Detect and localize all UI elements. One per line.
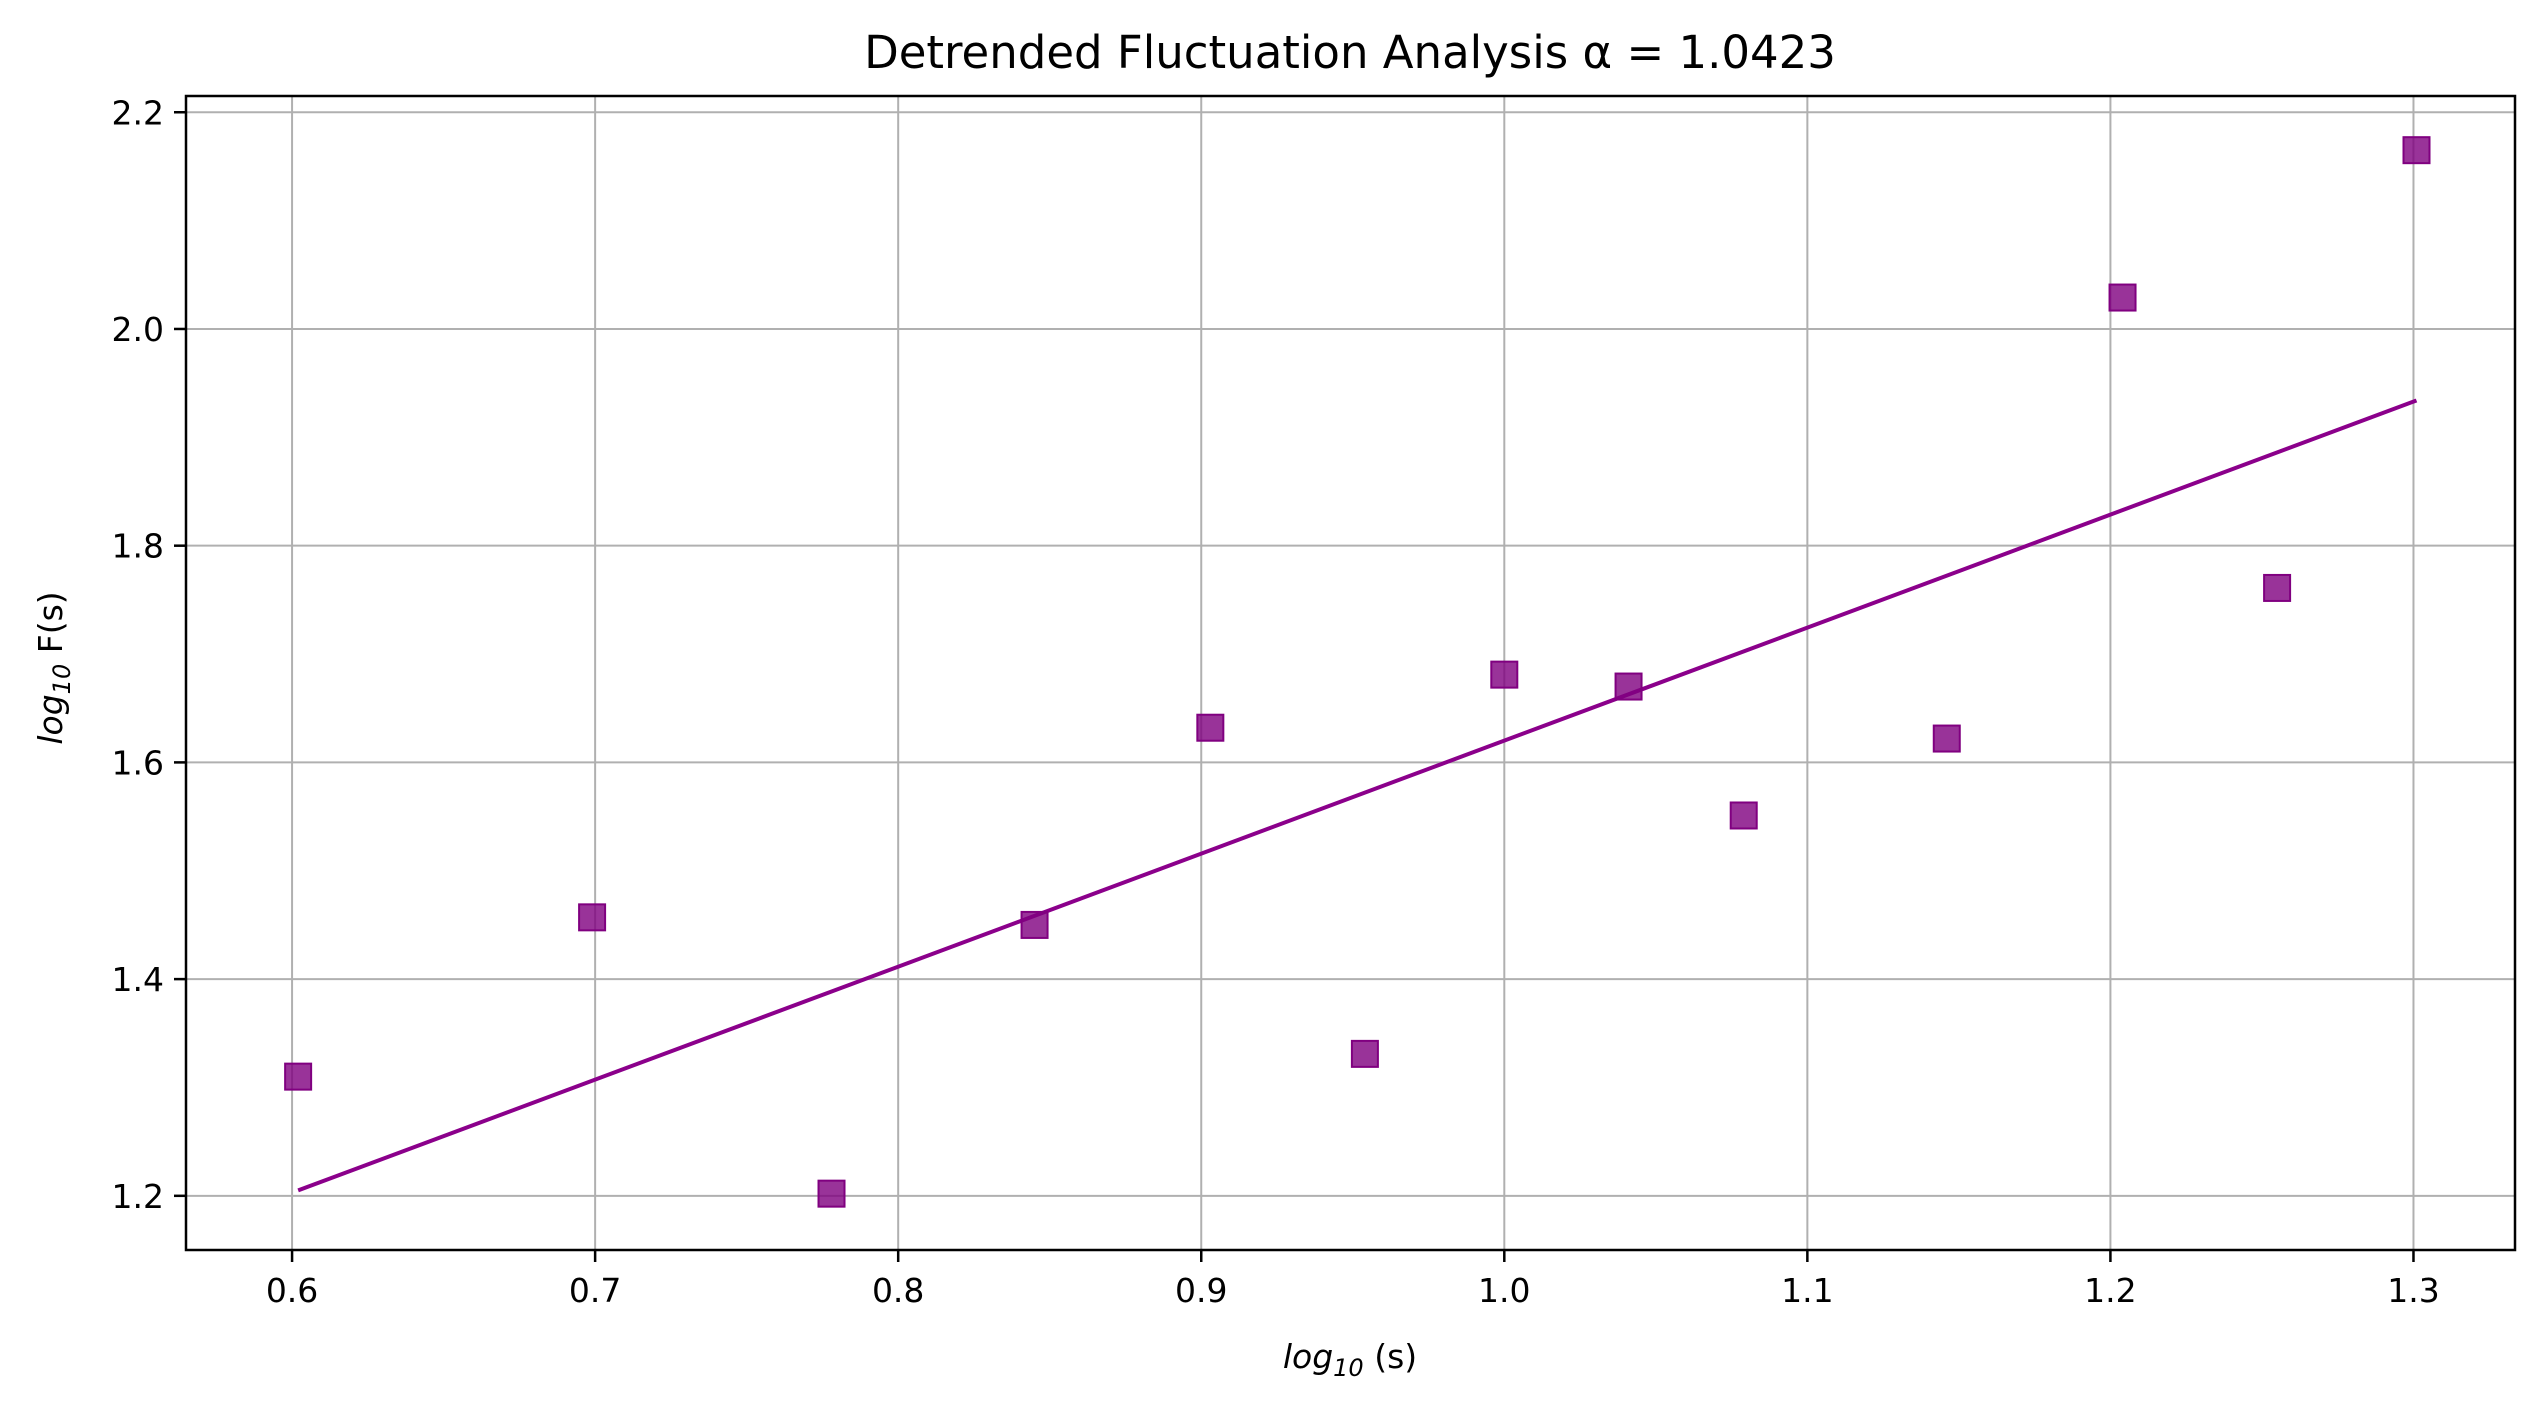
x-ticks: 0.6 0.7 0.8 0.9 1.0 1.1 1.2 1.3 [266, 1250, 2440, 1310]
data-point [284, 1062, 313, 1091]
data-point [1729, 801, 1758, 830]
fit-line-layer [297, 398, 2418, 1193]
data-point [1196, 713, 1225, 742]
data-point [1490, 660, 1519, 689]
y-tick-label: 1.8 [112, 527, 164, 566]
x-tick-label: 1.3 [2387, 1271, 2439, 1310]
grid-lines [186, 96, 2515, 1250]
x-axis-label: log10 (s) [1283, 1337, 1417, 1382]
data-point [1020, 910, 1049, 939]
plot-frame [184, 94, 2517, 1252]
y-tick-label: 1.4 [112, 960, 164, 999]
chart-title: Detrended Fluctuation Analysis α = 1.042… [864, 26, 1836, 79]
scatter-markers [284, 136, 2431, 1208]
data-point [2402, 136, 2431, 165]
y-tick-label: 2.2 [112, 93, 164, 132]
data-point [1614, 672, 1643, 701]
x-tick-label: 0.6 [266, 1271, 318, 1310]
data-point [2263, 573, 2292, 602]
data-point [578, 903, 607, 932]
x-tick-label: 1.0 [1478, 1271, 1530, 1310]
x-tick-label: 1.2 [2084, 1271, 2136, 1310]
y-tick-label: 1.2 [112, 1177, 164, 1216]
data-point [1350, 1039, 1379, 1068]
x-tick-label: 0.9 [1175, 1271, 1227, 1310]
data-point [2108, 283, 2137, 312]
y-ticks: 1.2 1.4 1.6 1.8 2.0 2.2 [112, 93, 186, 1216]
data-point [817, 1179, 846, 1208]
y-axis-label: log10 F(s) [31, 591, 76, 744]
y-tick-label: 2.0 [112, 310, 164, 349]
x-tick-label: 0.8 [872, 1271, 924, 1310]
x-tick-label: 0.7 [569, 1271, 621, 1310]
fit-line [297, 398, 2418, 1193]
x-tick-label: 1.1 [1781, 1271, 1833, 1310]
y-tick-label: 1.6 [112, 743, 164, 782]
data-point [1932, 724, 1961, 753]
